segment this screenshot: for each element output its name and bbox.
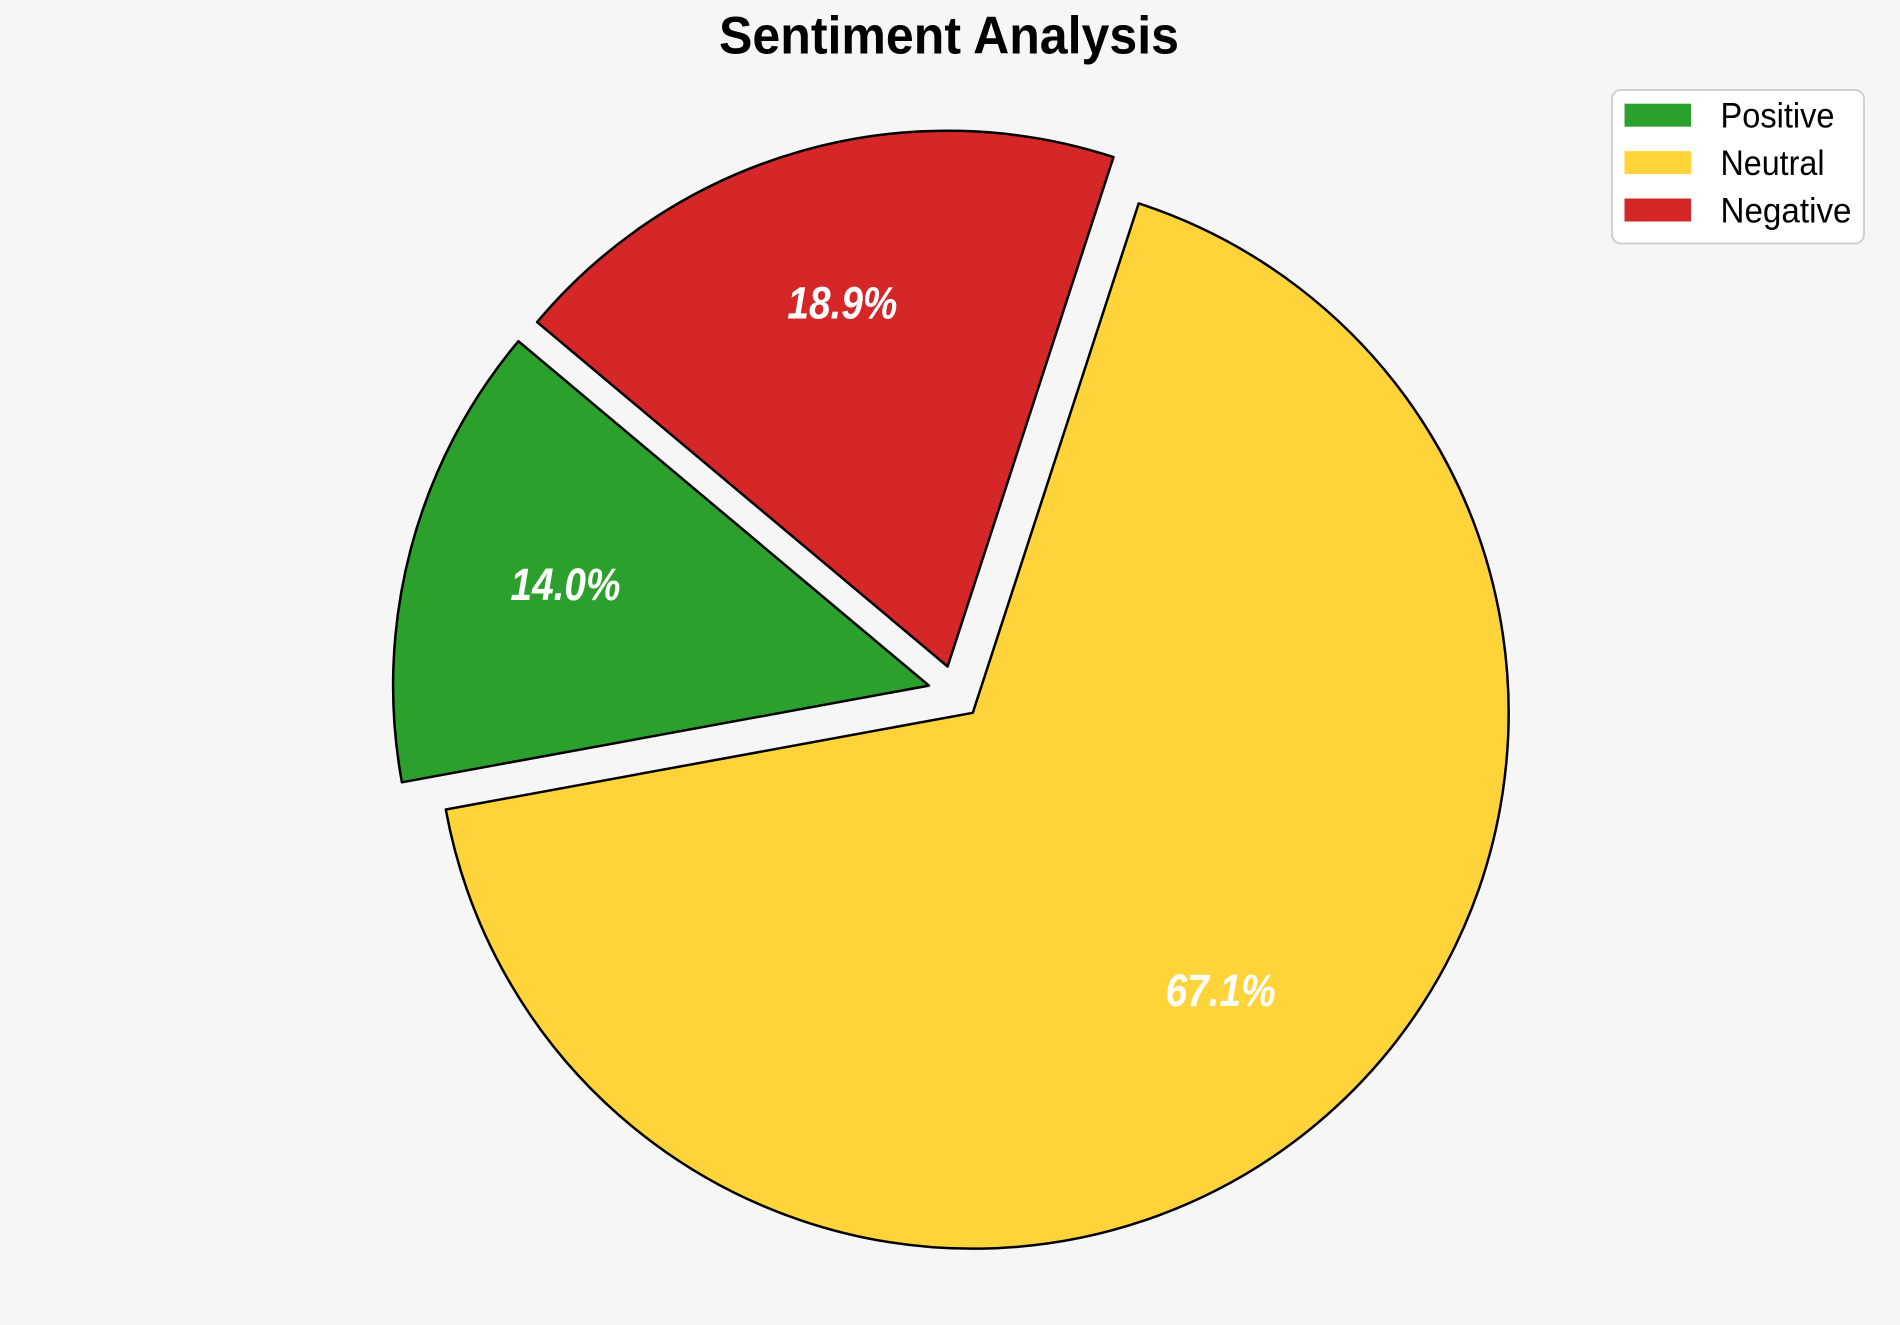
svg-text:67.1%: 67.1% bbox=[1166, 965, 1276, 1016]
svg-text:Sentiment Analysis: Sentiment Analysis bbox=[719, 7, 1179, 66]
svg-text:Negative: Negative bbox=[1721, 192, 1852, 231]
svg-text:Positive: Positive bbox=[1721, 97, 1835, 136]
svg-text:18.9%: 18.9% bbox=[787, 277, 897, 328]
svg-text:14.0%: 14.0% bbox=[511, 559, 621, 610]
svg-text:Neutral: Neutral bbox=[1721, 144, 1825, 183]
